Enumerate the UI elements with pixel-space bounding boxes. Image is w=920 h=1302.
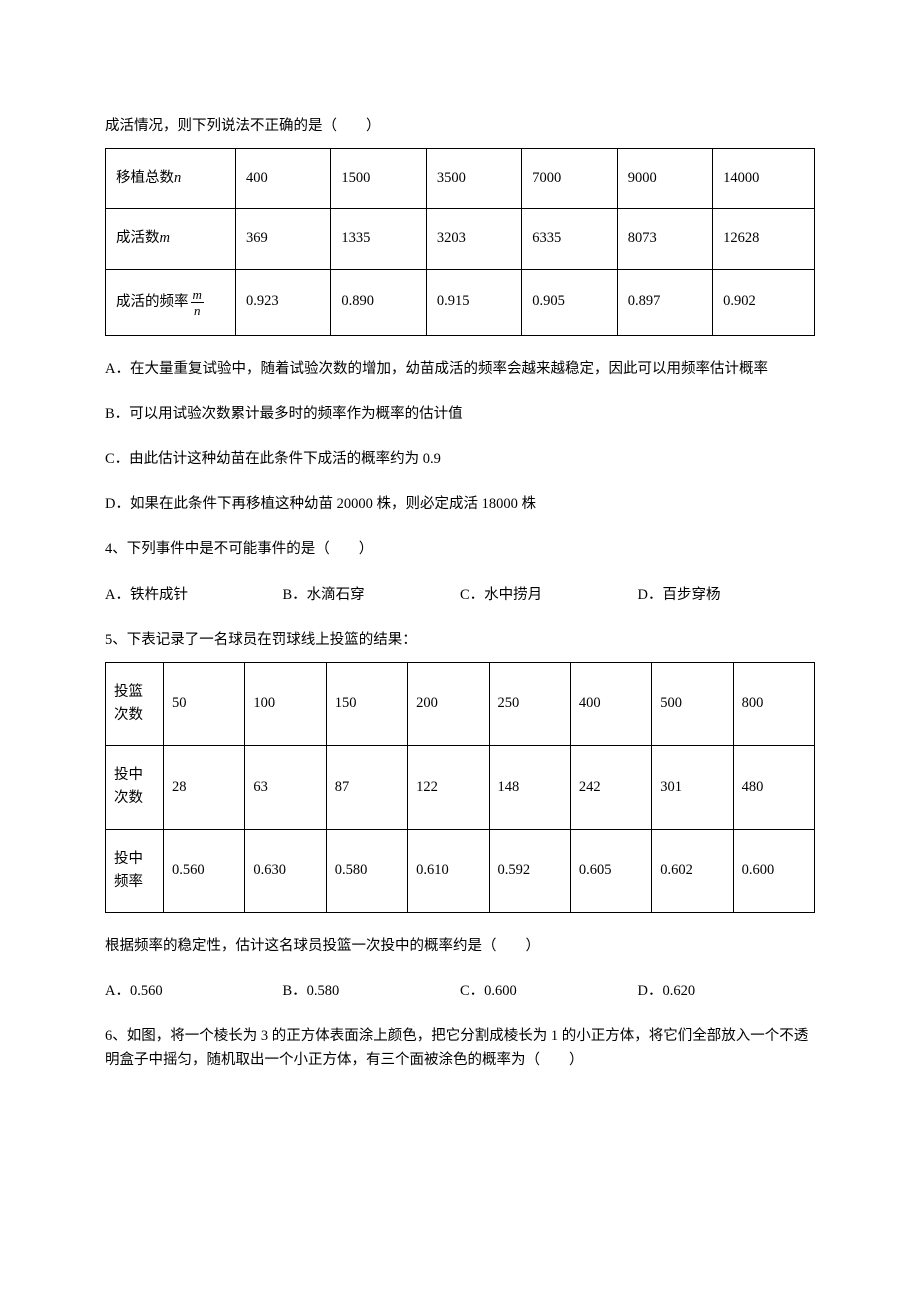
cell: 0.923 [236, 269, 331, 335]
table-row: 投篮次数 50 100 150 200 250 400 500 800 [106, 662, 815, 745]
cell: 1500 [331, 149, 426, 209]
cell: 400 [236, 149, 331, 209]
cell: 148 [489, 746, 570, 829]
q4-option-d: D．百步穿杨 [638, 584, 816, 607]
cell: 100 [245, 662, 326, 745]
cell: 301 [652, 746, 733, 829]
q3-intro: 成活情况，则下列说法不正确的是（ ） [105, 115, 815, 138]
q6-stem: 6、如图，将一个棱长为 3 的正方体表面涂上颜色，把它分割成棱长为 1 的小正方… [105, 1025, 815, 1071]
q5-option-b: B．0.580 [283, 980, 461, 1003]
q4-option-a: A．铁杵成针 [105, 584, 283, 607]
cell: 87 [326, 746, 407, 829]
row-label: 成活数m [106, 209, 236, 269]
cell: 63 [245, 746, 326, 829]
cell: 1335 [331, 209, 426, 269]
cell: 369 [236, 209, 331, 269]
q3-option-d: D．如果在此条件下再移植这种幼苗 20000 株，则必定成活 18000 株 [105, 493, 815, 516]
cell: 28 [164, 746, 245, 829]
q5-options: A．0.560 B．0.580 C．0.600 D．0.620 [105, 980, 815, 1003]
cell: 0.592 [489, 829, 570, 912]
q3-option-a: A．在大量重复试验中，随着试验次数的增加，幼苗成活的频率会越来越稳定，因此可以用… [105, 358, 815, 381]
cell: 200 [408, 662, 489, 745]
q4-options: A．铁杵成针 B．水滴石穿 C．水中捞月 D．百步穿杨 [105, 584, 815, 607]
cell: 0.890 [331, 269, 426, 335]
cell: 0.602 [652, 829, 733, 912]
cell: 0.897 [617, 269, 712, 335]
cell: 0.905 [522, 269, 617, 335]
table-row: 成活数m 369 1335 3203 6335 8073 12628 [106, 209, 815, 269]
row-label: 成活的频率mn [106, 269, 236, 335]
q5-followup: 根据频率的稳定性，估计这名球员投篮一次投中的概率约是（ ） [105, 935, 815, 958]
row-label: 投中频率 [106, 829, 164, 912]
cell: 14000 [713, 149, 815, 209]
cell: 150 [326, 662, 407, 745]
row-label: 移植总数n [106, 149, 236, 209]
cell: 0.580 [326, 829, 407, 912]
table-row: 投中频率 0.560 0.630 0.580 0.610 0.592 0.605… [106, 829, 815, 912]
cell: 480 [733, 746, 814, 829]
cell: 250 [489, 662, 570, 745]
cell: 0.915 [426, 269, 521, 335]
cell: 0.600 [733, 829, 814, 912]
q4-stem: 4、下列事件中是不可能事件的是（ ） [105, 538, 815, 561]
cell: 122 [408, 746, 489, 829]
cell: 242 [570, 746, 651, 829]
q5-option-c: C．0.600 [460, 980, 638, 1003]
q5-option-a: A．0.560 [105, 980, 283, 1003]
q4-option-c: C．水中捞月 [460, 584, 638, 607]
cell: 9000 [617, 149, 712, 209]
cell: 3203 [426, 209, 521, 269]
cell: 12628 [713, 209, 815, 269]
table-row: 投中次数 28 63 87 122 148 242 301 480 [106, 746, 815, 829]
q3-option-b: B．可以用试验次数累计最多时的频率作为概率的估计值 [105, 403, 815, 426]
cell: 0.630 [245, 829, 326, 912]
cell: 6335 [522, 209, 617, 269]
row-label: 投篮次数 [106, 662, 164, 745]
cell: 0.902 [713, 269, 815, 335]
cell: 50 [164, 662, 245, 745]
table-row: 移植总数n 400 1500 3500 7000 9000 14000 [106, 149, 815, 209]
cell: 0.610 [408, 829, 489, 912]
cell: 800 [733, 662, 814, 745]
table-row: 成活的频率mn 0.923 0.890 0.915 0.905 0.897 0.… [106, 269, 815, 335]
cell: 400 [570, 662, 651, 745]
cell: 8073 [617, 209, 712, 269]
cell: 7000 [522, 149, 617, 209]
cell: 0.605 [570, 829, 651, 912]
table-basketball: 投篮次数 50 100 150 200 250 400 500 800 投中次数… [105, 662, 815, 913]
q5-option-d: D．0.620 [638, 980, 816, 1003]
fraction-icon: mn [191, 288, 204, 317]
table-survival: 移植总数n 400 1500 3500 7000 9000 14000 成活数m… [105, 148, 815, 335]
cell: 500 [652, 662, 733, 745]
cell: 3500 [426, 149, 521, 209]
row-label: 投中次数 [106, 746, 164, 829]
q4-option-b: B．水滴石穿 [283, 584, 461, 607]
cell: 0.560 [164, 829, 245, 912]
q3-option-c: C．由此估计这种幼苗在此条件下成活的概率约为 0.9 [105, 448, 815, 471]
q5-stem: 5、下表记录了一名球员在罚球线上投篮的结果： [105, 629, 815, 652]
